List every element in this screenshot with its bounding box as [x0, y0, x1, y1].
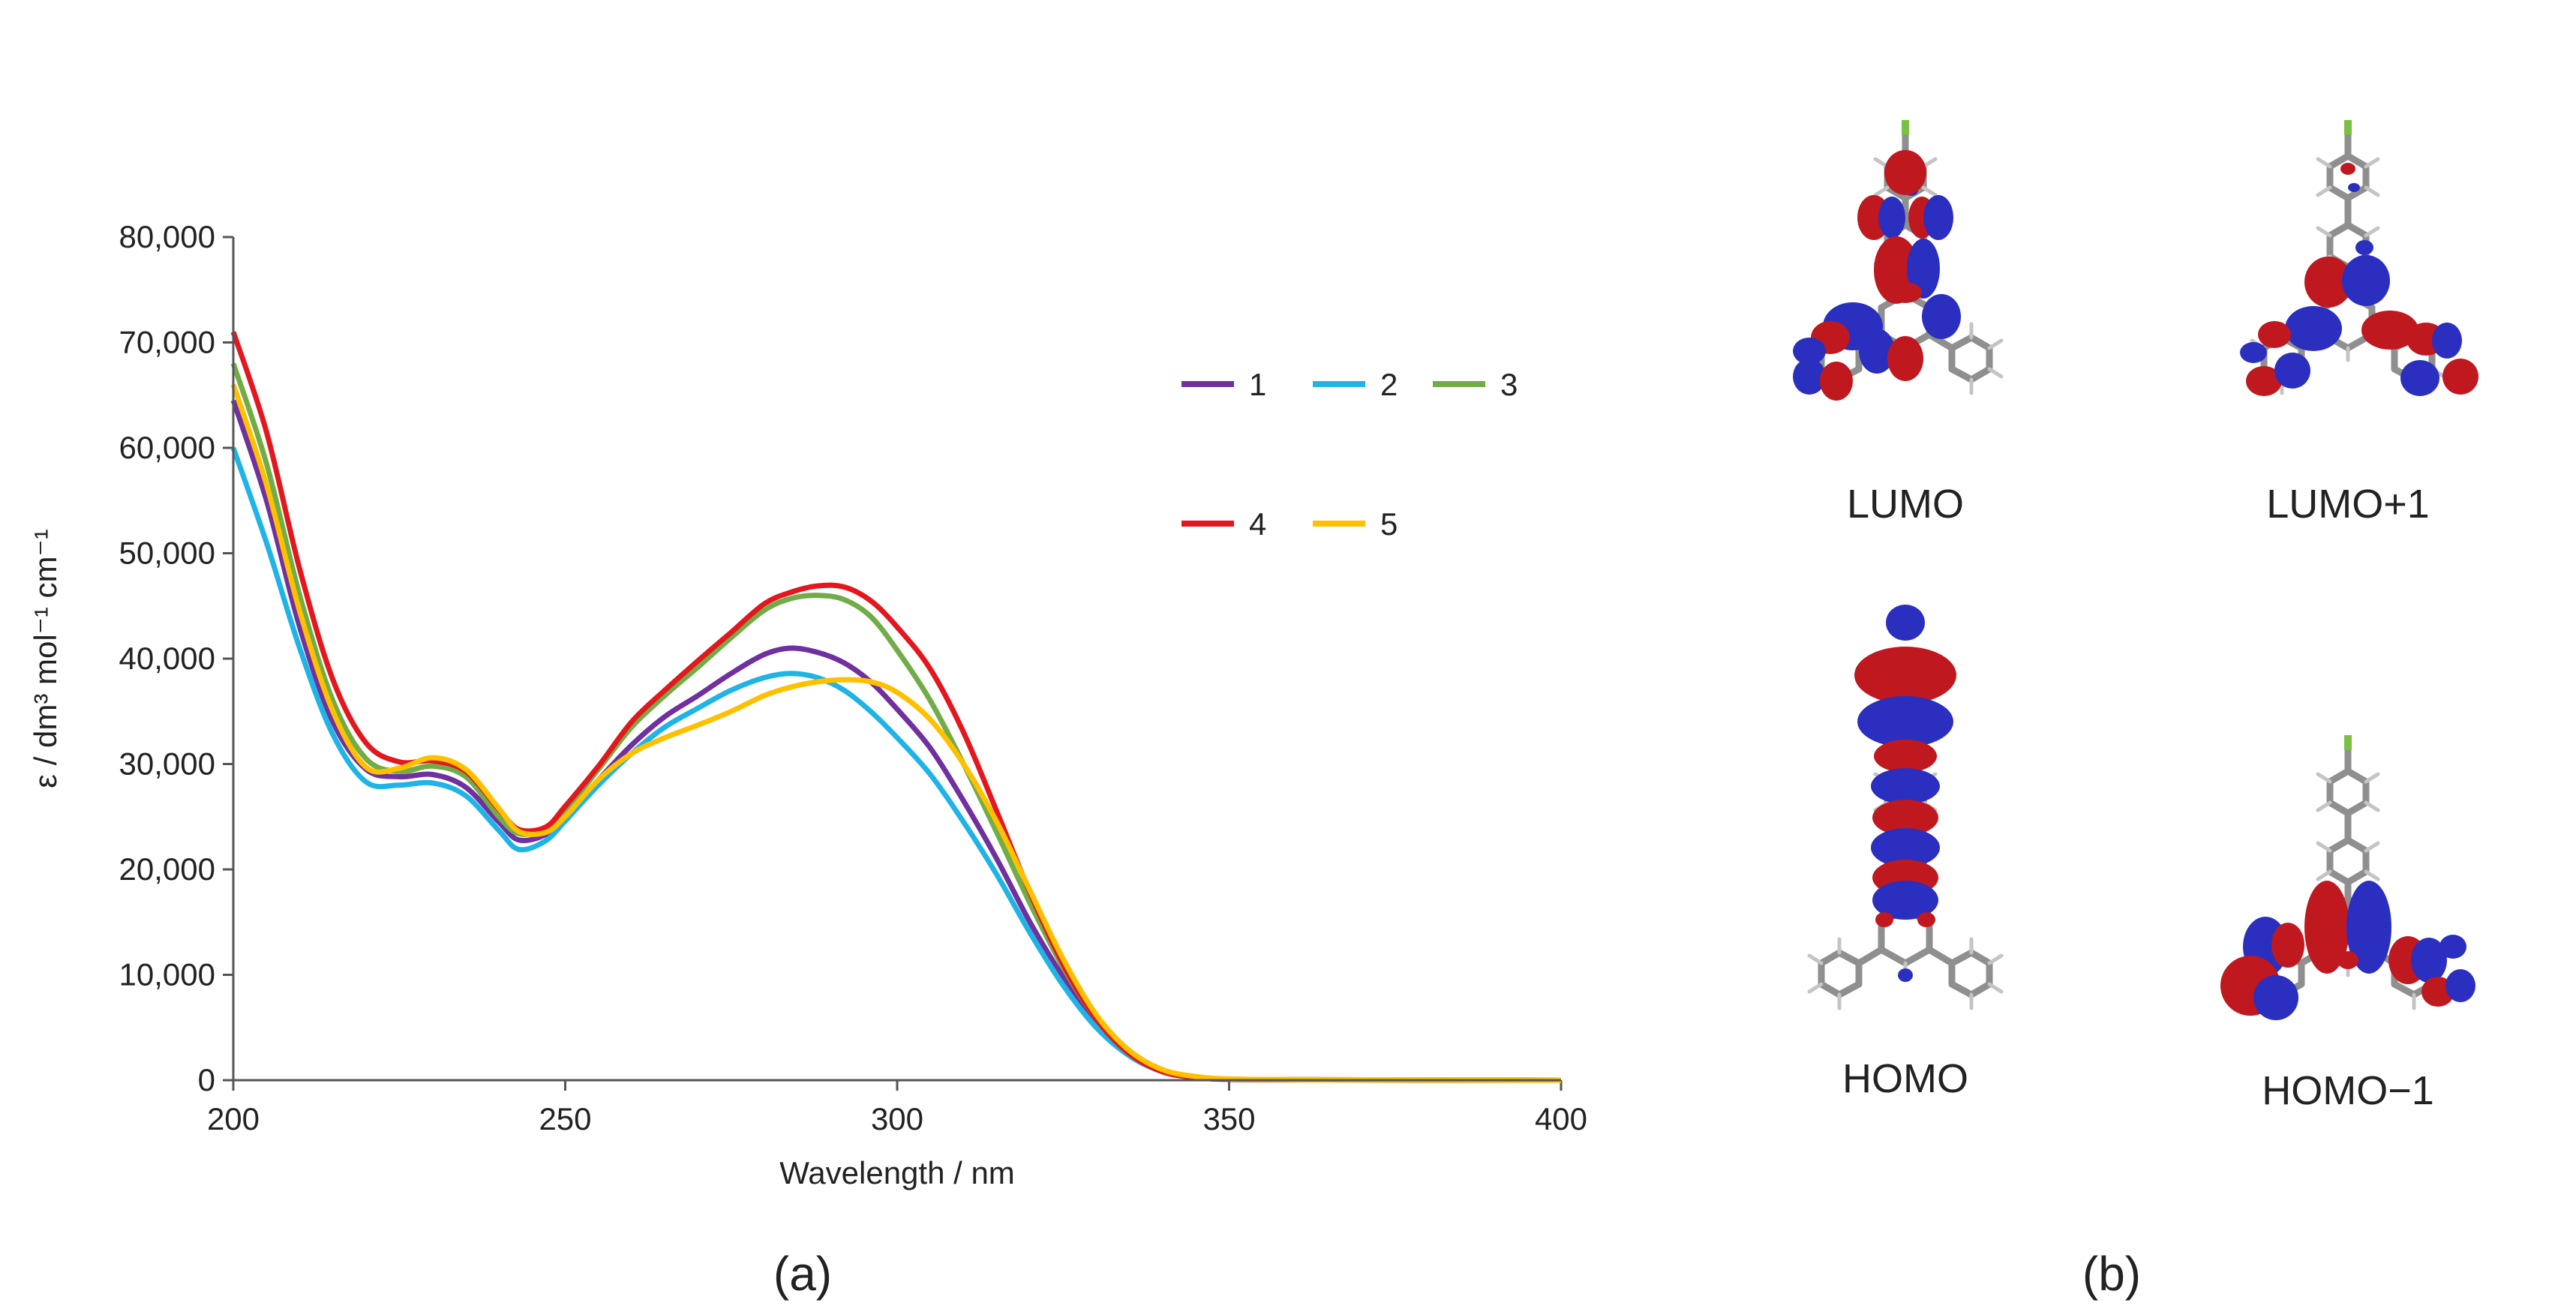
lobe — [2274, 353, 2310, 389]
lobe — [2258, 321, 2291, 348]
legend-label-5: 5 — [1380, 506, 1398, 542]
y-tick-label: 40,000 — [119, 641, 215, 676]
orbital-label-lumo: LUMO — [1847, 482, 1964, 527]
lobe — [2411, 938, 2447, 983]
lobe — [2361, 311, 2418, 350]
y-tick-label: 10,000 — [119, 957, 215, 992]
x-tick-label: 350 — [1202, 1101, 1255, 1136]
lobe — [1859, 329, 1895, 374]
lobe — [1871, 828, 1940, 867]
legend-label-1: 1 — [1249, 367, 1266, 402]
lobe — [2271, 923, 2304, 968]
lobe — [2240, 342, 2267, 363]
y-tick-label: 70,000 — [119, 325, 215, 360]
lobe — [1854, 647, 1956, 704]
lobe — [2346, 881, 2391, 974]
lobe — [1875, 912, 1893, 927]
lobe — [2442, 359, 2478, 395]
x-axis-label: Wavelength / nm — [779, 1155, 1015, 1190]
x-tick-label: 400 — [1535, 1101, 1587, 1136]
lobe — [1907, 239, 1940, 299]
panel-label-b: (b) — [2082, 1247, 2141, 1301]
lobe — [2355, 240, 2373, 255]
lobe — [2340, 163, 2355, 175]
lobe — [2342, 255, 2390, 306]
lobe — [2285, 306, 2342, 351]
lobe — [1874, 740, 1937, 773]
x-tick-label: 200 — [207, 1101, 260, 1136]
y-tick-label: 60,000 — [119, 430, 215, 465]
lobe — [1872, 881, 1938, 920]
lobe — [2432, 323, 2462, 359]
lobe — [2253, 975, 2298, 1020]
orbital-homo — [1809, 605, 2001, 1008]
orbital-label-lumo-plus-1: LUMO+1 — [2266, 482, 2430, 527]
y-axis-label: ε / dm³ mol⁻¹ cm⁻¹ — [28, 529, 63, 788]
orbital-lumo-plus-1 — [2240, 120, 2478, 396]
y-axis-ticks: 0 10,000 20,000 30,000 40,000 50,000 60,000 70,… — [119, 219, 233, 1097]
lobe — [1878, 197, 1905, 239]
y-tick-label: 50,000 — [119, 536, 215, 571]
lobe — [1872, 800, 1938, 836]
y-tick-label: 20,000 — [119, 851, 215, 887]
x-tick-label: 300 — [871, 1101, 923, 1136]
lobe — [1886, 605, 1925, 641]
orbital-homo-minus-1 — [2220, 735, 2475, 1020]
lobe — [2400, 360, 2439, 396]
absorption-chart: 0 10,000 20,000 30,000 40,000 50,000 60,000 70,… — [28, 219, 1587, 1190]
x-axis-ticks: 200 250 300 350 400 — [207, 1080, 1587, 1136]
lobe — [1917, 912, 1935, 927]
x-tick-label: 250 — [539, 1101, 591, 1136]
series-line-5 — [230, 383, 1562, 1083]
orbital-label-homo-minus-1: HOMO−1 — [2262, 1068, 2434, 1113]
y-tick-label: 0 — [198, 1062, 215, 1097]
lobe — [1820, 362, 1853, 401]
lobe — [2304, 257, 2352, 308]
lobe — [2445, 969, 2475, 1002]
legend: 1 2 3 4 5 — [1181, 367, 1518, 542]
lobe — [1898, 968, 1913, 982]
lobe — [1887, 336, 1923, 381]
series-lines — [230, 331, 1562, 1083]
lobe — [1793, 359, 1826, 395]
lobe — [1871, 768, 1940, 804]
lobe — [1889, 282, 1922, 303]
series-line-3 — [230, 362, 1562, 1083]
lobe — [1884, 150, 1926, 195]
lobe — [1793, 338, 1826, 365]
lobe — [2337, 951, 2358, 969]
lobe — [2439, 935, 2466, 959]
y-tick-label: 30,000 — [119, 746, 215, 782]
panel-label-a: (a) — [773, 1247, 832, 1301]
orbital-label-homo: HOMO — [1842, 1056, 1968, 1101]
lobe — [2304, 881, 2349, 974]
lobe — [1857, 696, 1953, 747]
legend-label-3: 3 — [1500, 367, 1518, 402]
legend-label-4: 4 — [1249, 506, 1266, 542]
orbital-lumo — [1793, 120, 2001, 401]
lobe — [1923, 195, 1953, 240]
lobe — [2348, 183, 2360, 192]
y-tick-label: 80,000 — [119, 219, 215, 254]
lobe — [2246, 366, 2282, 396]
lobe — [1922, 294, 1961, 339]
legend-label-2: 2 — [1380, 367, 1398, 402]
